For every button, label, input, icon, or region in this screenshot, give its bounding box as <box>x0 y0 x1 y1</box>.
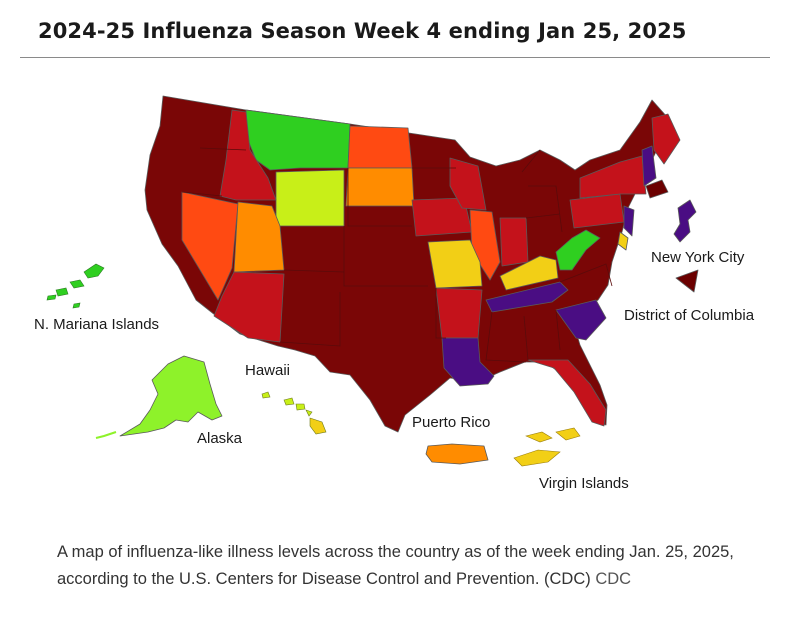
region-virgin-islands <box>513 427 581 467</box>
region-new-york-city <box>673 199 697 243</box>
state-idaho <box>219 109 277 201</box>
state-montana <box>245 109 351 171</box>
caption-text: A map of influenza-like illness levels a… <box>57 543 734 588</box>
figure-caption: A map of influenza-like illness levels a… <box>57 539 767 593</box>
label-new-york-city: New York City <box>651 249 745 266</box>
label-alaska: Alaska <box>197 430 243 447</box>
state-indiana <box>499 217 529 267</box>
state-tennessee <box>485 281 569 313</box>
region-n-mariana-islands <box>46 263 105 309</box>
state-delaware <box>617 231 629 251</box>
region-hawaii <box>261 391 327 435</box>
state-south-dakota <box>345 167 415 207</box>
label-hawaii: Hawaii <box>245 362 290 379</box>
region-alaska <box>119 355 223 437</box>
caption-credit: CDC <box>595 570 632 588</box>
state-wisconsin <box>449 157 487 211</box>
title-divider <box>20 57 770 58</box>
label-n-mariana-islands: N. Mariana Islands <box>34 316 159 333</box>
state-new-hampshire-vermont <box>641 145 657 187</box>
state-west-virginia <box>555 229 601 271</box>
state-south-carolina <box>555 299 607 341</box>
label-virgin-islands: Virgin Islands <box>539 475 629 492</box>
state-pennsylvania <box>569 193 625 229</box>
state-nevada <box>181 191 239 301</box>
state-wyoming <box>275 169 345 227</box>
state-maine <box>651 113 681 165</box>
state-arizona <box>213 271 285 343</box>
state-kentucky <box>499 255 559 291</box>
state-arkansas <box>435 287 483 339</box>
state-florida <box>527 359 607 427</box>
alaska-aleutians <box>95 431 117 439</box>
label-district-of-columbia: District of Columbia <box>624 307 755 324</box>
state-north-dakota <box>347 125 413 169</box>
state-new-jersey <box>623 205 635 237</box>
state-new-york <box>579 155 647 199</box>
contiguous-us <box>144 95 681 433</box>
state-louisiana <box>441 337 495 387</box>
region-puerto-rico <box>425 443 489 465</box>
page-title: 2024-25 Influenza Season Week 4 ending J… <box>38 19 687 43</box>
label-puerto-rico: Puerto Rico <box>412 414 490 431</box>
region-district-of-columbia <box>675 269 699 293</box>
state-missouri <box>427 239 483 289</box>
state-massachusetts <box>645 179 669 199</box>
state-utah <box>233 201 285 273</box>
